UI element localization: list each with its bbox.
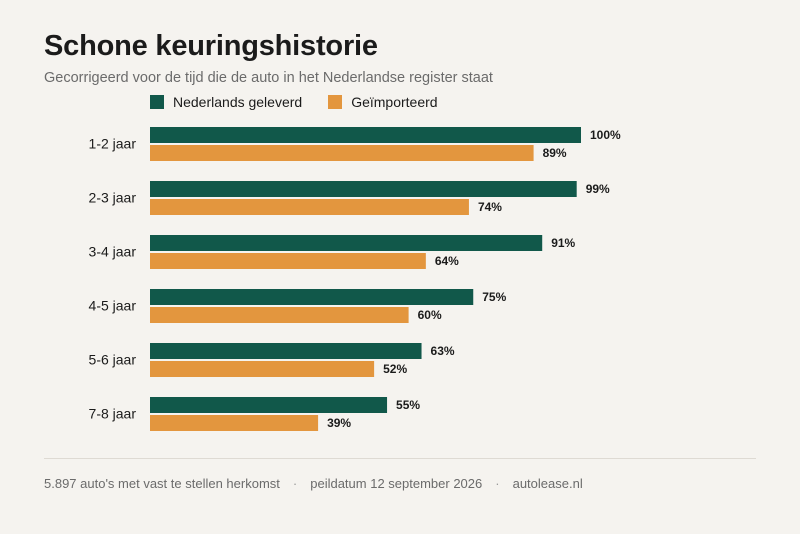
bar-imported	[150, 361, 375, 377]
legend-swatch-nl	[150, 95, 164, 109]
data-label: 52%	[383, 362, 407, 376]
chart-subtitle: Gecorrigeerd voor de tijd die de auto in…	[44, 70, 493, 86]
data-label: 60%	[418, 308, 442, 322]
footer-source: autolease.nl	[512, 476, 583, 491]
footer-separator: ·	[292, 476, 298, 491]
category-label: 4-5 jaar	[89, 298, 137, 314]
chart-title: Schone keuringshistorie	[44, 30, 378, 62]
footer-count: 5.897 auto's met vast te stellen herkoms…	[44, 476, 280, 491]
bar-nl	[150, 127, 581, 143]
legend-label-nl: Nederlands geleverd	[173, 94, 303, 110]
category-label: 7-8 jaar	[89, 406, 137, 422]
data-label: 39%	[327, 416, 351, 430]
bar-imported	[150, 307, 409, 323]
bar-imported	[150, 145, 534, 161]
bar-nl	[150, 289, 474, 305]
bar-imported	[150, 415, 319, 431]
data-label: 75%	[482, 290, 506, 304]
data-label: 89%	[543, 146, 567, 160]
bar-imported	[150, 253, 426, 269]
bar-nl	[150, 181, 577, 197]
category-label: 3-4 jaar	[89, 244, 137, 260]
footer: 5.897 auto's met vast te stellen herkoms…	[44, 476, 583, 491]
footer-separator: ·	[495, 476, 500, 491]
data-label: 91%	[551, 236, 575, 250]
footer-divider	[44, 458, 756, 459]
data-label: 63%	[431, 344, 455, 358]
bar-nl	[150, 343, 422, 359]
legend-item-nl: Nederlands geleverd	[150, 94, 302, 110]
bar-nl	[150, 235, 543, 251]
footer-date: peildatum 12 september 2026	[310, 476, 483, 491]
data-label: 55%	[396, 398, 420, 412]
bar-imported	[150, 199, 469, 215]
data-label: 64%	[435, 254, 459, 268]
data-label: 99%	[586, 182, 610, 196]
legend-swatch-imported	[328, 95, 343, 109]
category-label: 1-2 jaar	[89, 136, 137, 152]
legend-label-imported: Geïmporteerd	[351, 94, 438, 110]
legend-item-imported: Geïmporteerd	[328, 94, 438, 110]
category-label: 5-6 jaar	[89, 352, 137, 368]
legend: Nederlands geleverd Geïmporteerd	[150, 94, 464, 110]
category-label: 2-3 jaar	[89, 190, 137, 206]
data-label: 74%	[478, 200, 502, 214]
data-label: 100%	[590, 128, 621, 142]
bar-nl	[150, 397, 388, 413]
